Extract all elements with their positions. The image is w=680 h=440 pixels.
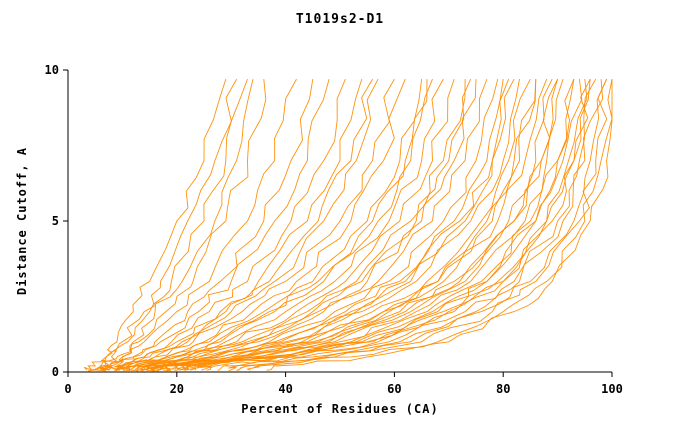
model-curve [190,79,588,371]
model-curve [114,78,395,371]
model-curve [246,79,613,371]
x-tick-label: 40 [278,382,292,396]
chart-title: T1019s2-D1 [295,12,385,27]
model-curve [125,78,444,371]
model-curve [266,79,613,371]
model-curve [87,78,227,372]
model-curve [114,78,346,371]
x-tick-label: 60 [387,382,401,396]
model-curve [135,78,472,372]
model-curve [103,78,330,371]
model-curve [83,78,237,371]
model-curve [104,79,314,371]
model-curve [122,79,428,371]
model-curve [93,78,297,371]
model-curve [144,78,510,371]
model-curve [139,79,477,371]
model-curve [114,78,373,371]
model-curve [115,79,423,371]
model-curve [108,78,363,371]
model-curve [92,78,254,371]
model-curve [146,79,520,371]
x-tick-label: 80 [496,382,510,396]
y-tick-label: 10 [45,63,59,77]
y-tick-label: 5 [52,214,59,228]
model-curve [174,78,564,371]
model-curve [102,79,267,371]
model-curve [141,79,504,372]
model-curve [164,78,559,371]
model-curve [193,78,591,371]
x-tick-label: 0 [64,382,71,396]
model-curve [228,78,608,371]
model-curve [235,78,608,371]
model-curve [152,78,515,372]
x-tick-label: 20 [170,382,184,396]
x-tick-label: 100 [601,382,623,396]
model-curve [206,78,597,371]
y-tick-label: 0 [52,365,59,379]
model-curve [163,78,548,372]
model-curve [116,78,379,371]
model-curve [144,78,499,372]
model-curve [166,78,559,372]
x-axis-label: Percent of Residues (CA) [241,402,439,416]
